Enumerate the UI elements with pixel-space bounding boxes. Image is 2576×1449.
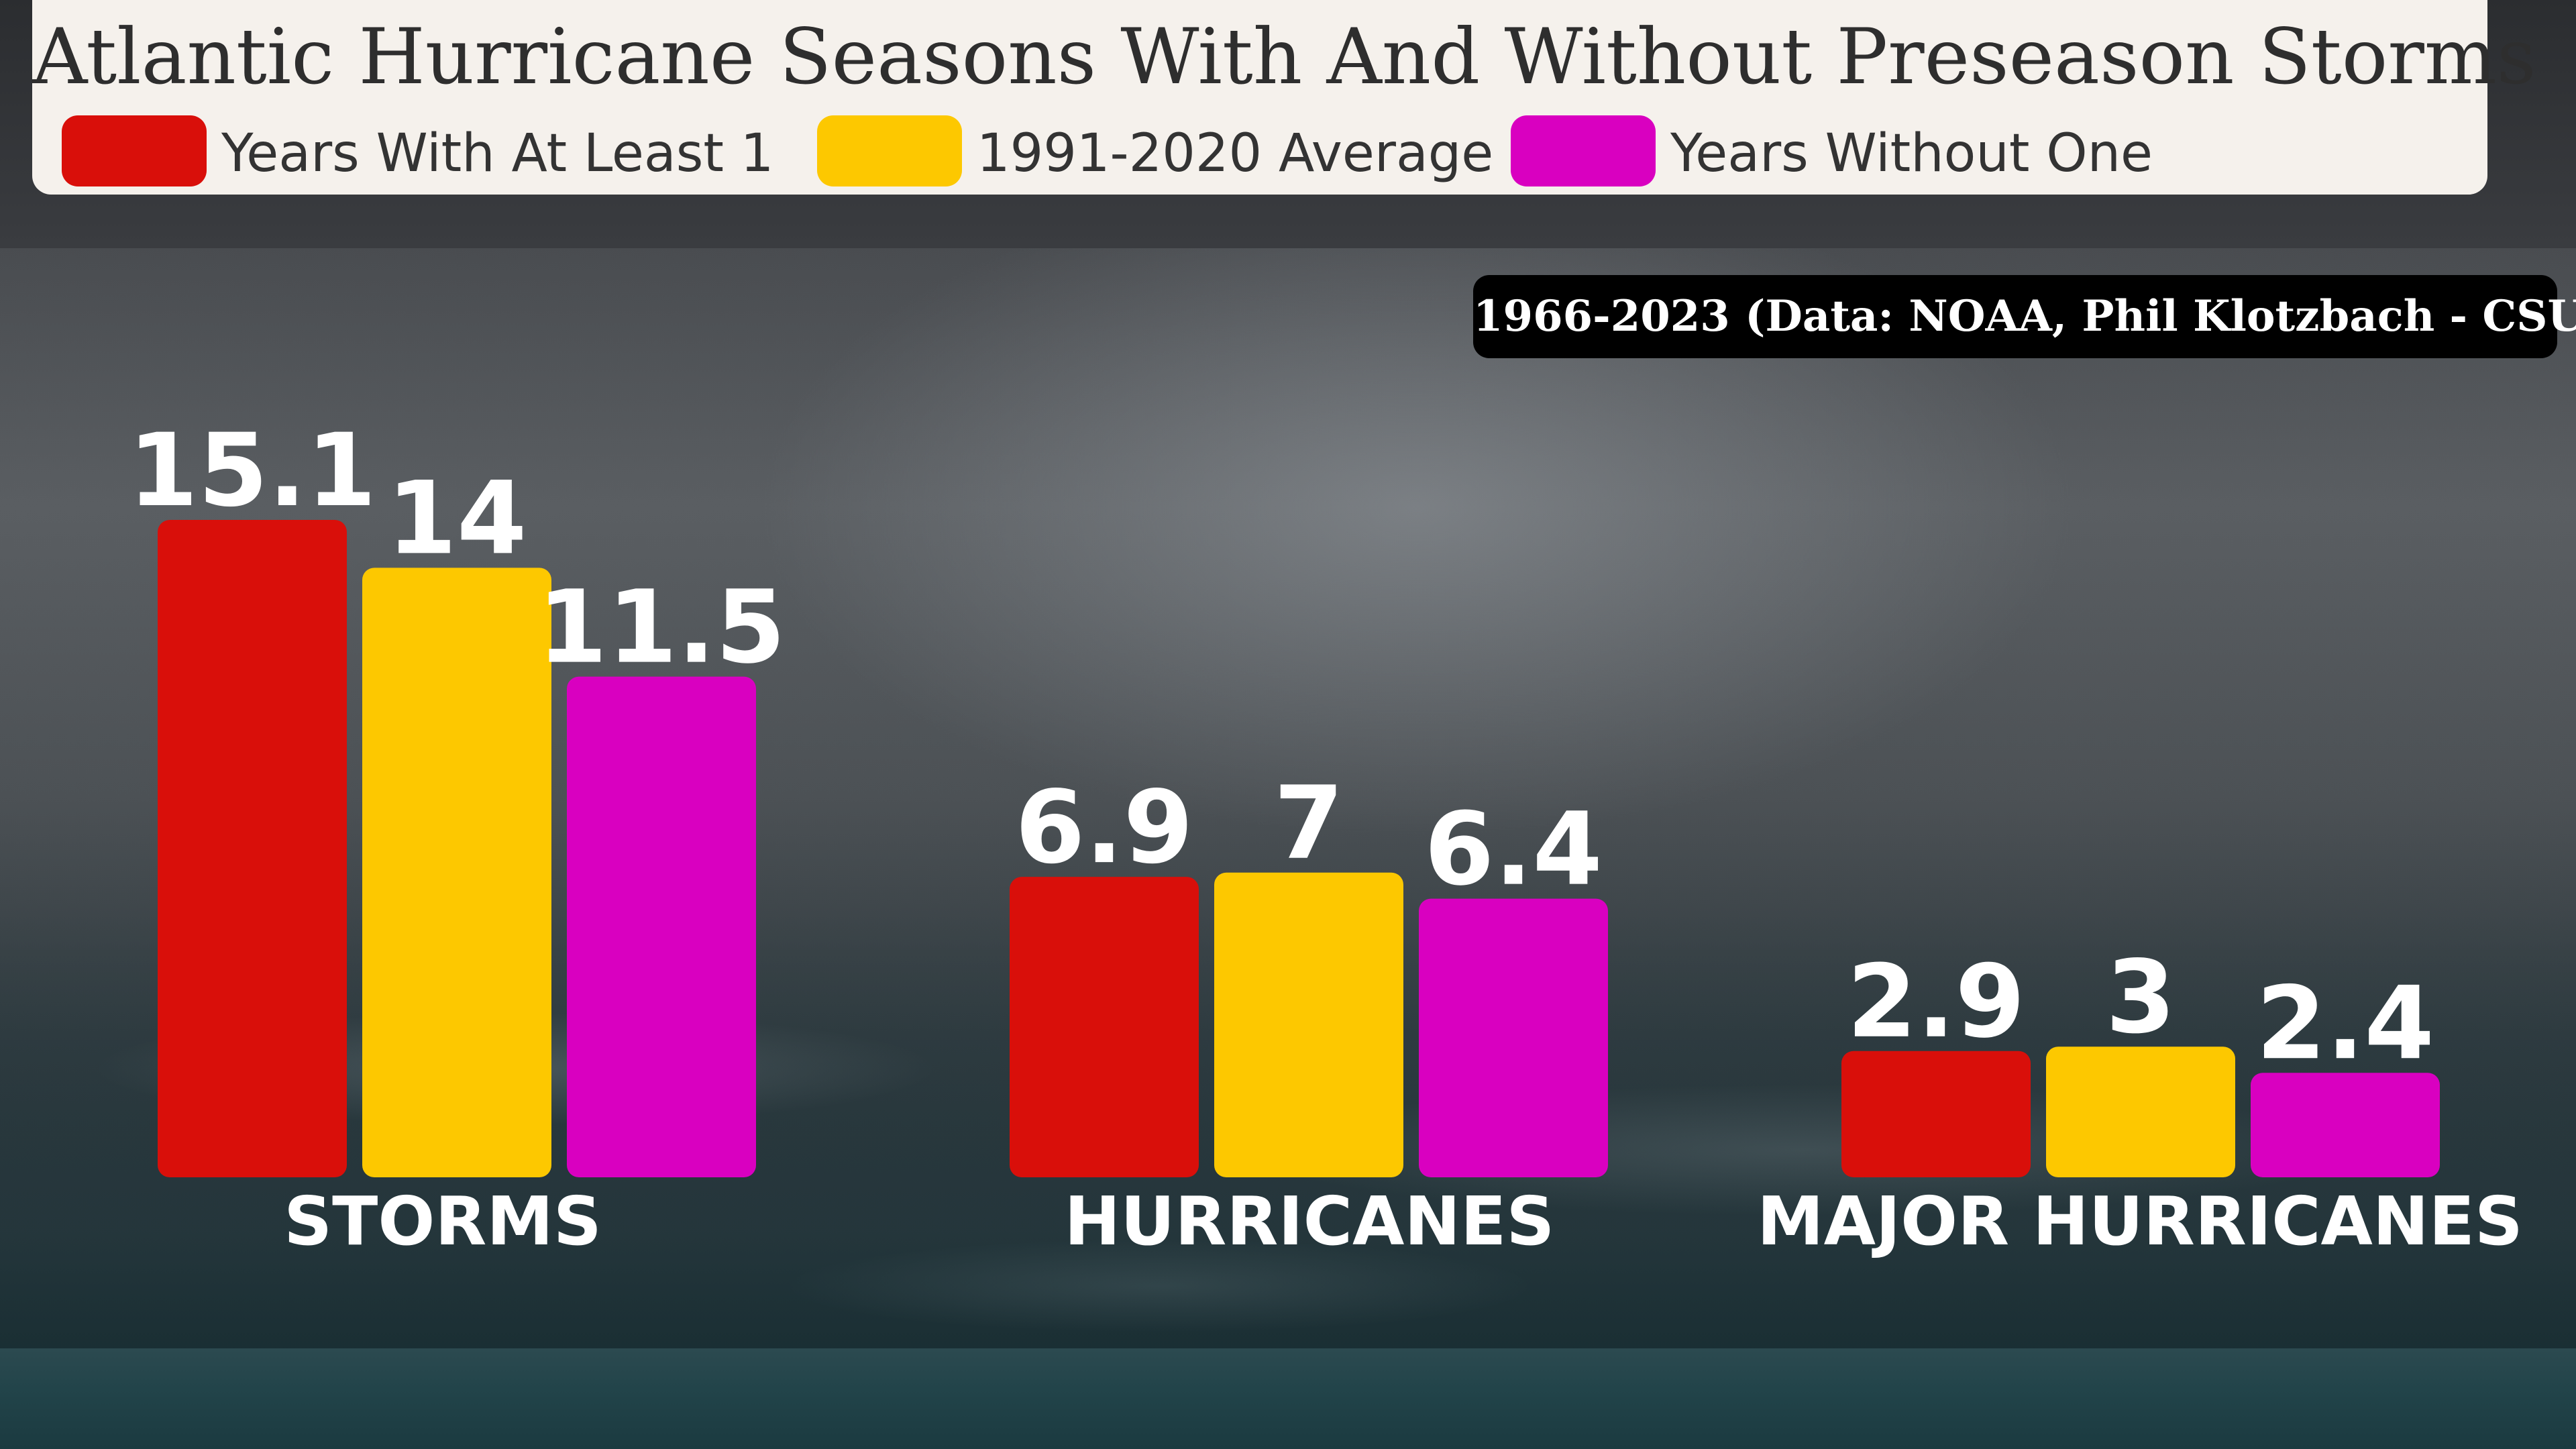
category-label: MAJOR HURRICANES (1757, 1182, 2523, 1260)
bar-hurricanes-series-0 (1010, 877, 1199, 1177)
bar-storms-series-2 (567, 676, 756, 1177)
category-label: STORMS (284, 1182, 602, 1260)
title-panel: Atlantic Hurricane Seasons With And With… (32, 0, 2536, 195)
bar-value-label: 6.4 (1424, 792, 1603, 908)
legend-swatch-red (62, 115, 207, 186)
bar-hurricanes-series-2 (1419, 898, 1608, 1177)
legend-swatch-magenta (1511, 115, 1656, 186)
chart-title: Atlantic Hurricane Seasons With And With… (32, 12, 2536, 101)
bar-hurricanes-series-1 (1214, 872, 1403, 1177)
bar-value-label: 7 (1274, 765, 1344, 882)
bar-value-label: 14 (387, 460, 527, 577)
bar-value-label: 3 (2106, 939, 2176, 1056)
legend-swatch-yellow (817, 115, 962, 186)
category-label: HURRICANES (1065, 1182, 1555, 1260)
bar-major-hurricanes-series-0 (1841, 1051, 2031, 1177)
legend-label: 1991-2020 Average (977, 123, 1494, 184)
legend-label: Years With At Least 1 (221, 123, 774, 184)
bar-value-label: 2.4 (2256, 965, 2434, 1082)
bar-value-label: 2.9 (1847, 944, 2025, 1061)
bar-storms-series-0 (158, 520, 347, 1177)
bar-storms-series-1 (362, 568, 551, 1177)
legend: Years With At Least 1 1991-2020 Average … (62, 114, 2477, 188)
bar-value-label: 6.9 (1015, 769, 1193, 886)
source-note: 1966-2023 (Data: NOAA, Phil Klotzbach - … (1473, 275, 2576, 358)
legend-label: Years Without One (1670, 123, 2153, 184)
bar-value-label: 15.1 (128, 413, 376, 529)
water-band (0, 1348, 2576, 1449)
bar-major-hurricanes-series-2 (2251, 1073, 2440, 1177)
bar-value-label: 11.5 (537, 570, 786, 686)
bar-major-hurricanes-series-1 (2046, 1046, 2235, 1177)
